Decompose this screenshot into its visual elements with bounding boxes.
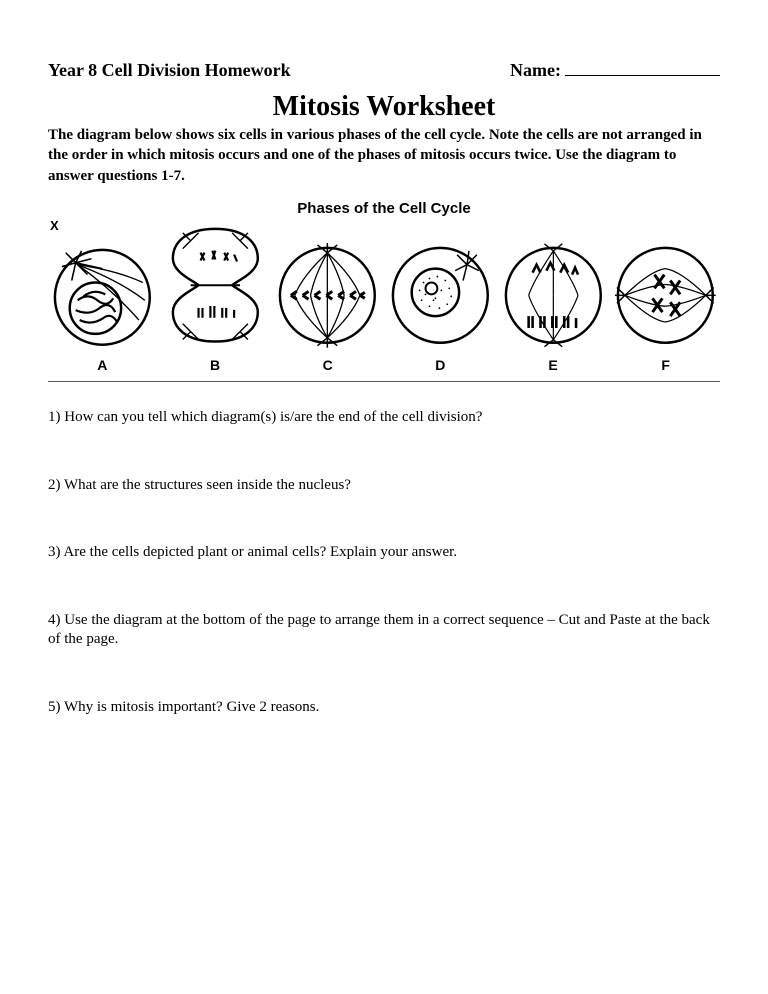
cells-row: A — [48, 221, 720, 373]
cell-e-label: E — [548, 357, 557, 373]
diagram-title: Phases of the Cell Cycle — [48, 200, 720, 217]
header-row: Year 8 Cell Division Homework Name: — [48, 60, 720, 81]
question-3: 3) Are the cells depicted plant or anima… — [48, 543, 720, 563]
cell-b: B — [161, 221, 270, 373]
worksheet-title: Mitosis Worksheet — [48, 91, 720, 123]
diagram-box: A — [48, 221, 720, 382]
name-blank-line — [565, 60, 720, 76]
cell-d-svg — [386, 241, 495, 350]
question-2: 2) What are the structures seen inside t… — [48, 476, 720, 496]
cell-d-label: D — [435, 357, 445, 373]
name-label: Name: — [510, 60, 561, 81]
name-field: Name: — [510, 60, 720, 81]
diagram-container: Phases of the Cell Cycle X — [48, 200, 720, 382]
cell-c-label: C — [323, 357, 333, 373]
cell-c: C — [273, 241, 382, 374]
cell-b-svg — [161, 221, 270, 349]
cell-e: E — [499, 241, 608, 374]
cell-a: A — [48, 241, 157, 374]
cell-e-svg — [499, 241, 608, 350]
question-4: 4) Use the diagram at the bottom of the … — [48, 611, 720, 650]
question-5: 5) Why is mitosis important? Give 2 reas… — [48, 698, 720, 718]
cell-c-svg — [273, 241, 382, 350]
cell-a-label: A — [97, 357, 107, 373]
question-1: 1) How can you tell which diagram(s) is/… — [48, 408, 720, 428]
instructions-text: The diagram below shows six cells in var… — [48, 125, 720, 186]
cell-b-label: B — [210, 357, 220, 373]
diagram-x-marker: X — [50, 218, 59, 233]
cell-f-label: F — [661, 357, 670, 373]
header-left: Year 8 Cell Division Homework — [48, 60, 291, 81]
cell-f: F — [611, 241, 720, 374]
cell-a-svg — [48, 241, 157, 350]
cell-f-svg — [611, 241, 720, 350]
cell-d: D — [386, 241, 495, 374]
